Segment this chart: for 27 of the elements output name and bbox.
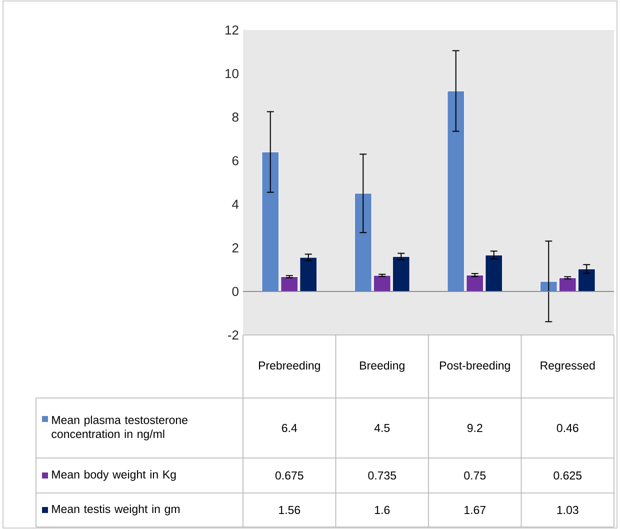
data-label: 4.5	[374, 424, 390, 432]
y-tick-label: 8	[232, 112, 238, 122]
data-label: 0.75	[464, 471, 486, 480]
x-tick-label: Prebreeding	[258, 361, 320, 372]
legend-label: Mean testis weight in gm	[52, 504, 180, 516]
legend-label: Mean body weight in Kg	[52, 470, 176, 481]
data-label: 0.735	[368, 471, 396, 480]
data-label: 1.03	[557, 506, 578, 514]
y-tick-label: 4	[232, 200, 239, 209]
data-label: 6.4	[282, 424, 298, 432]
data-label: 0.675	[275, 471, 304, 480]
y-tick-label: 10	[225, 68, 238, 78]
y-tick-label: 0	[232, 286, 238, 296]
x-tick-label: Regressed	[540, 361, 595, 372]
x-tick-label: Post-breeding	[440, 361, 510, 372]
data-label: 9.2	[467, 424, 482, 432]
y-tick-label: 12	[225, 25, 238, 35]
data-label: 0.625	[554, 471, 582, 480]
data-label: 1.67	[464, 506, 486, 514]
legend-label: Mean plasma testosterone concentration in ng/ml	[52, 416, 188, 440]
y-tick-label: 2	[232, 243, 238, 252]
y-tick-label: 6	[232, 156, 238, 166]
y-tick-label: -2	[228, 330, 238, 340]
x-tick-label: Breeding	[360, 361, 404, 372]
data-label: 1.56	[279, 506, 300, 514]
data-label: 0.46	[556, 424, 578, 432]
data-label: 1.6	[375, 506, 390, 514]
